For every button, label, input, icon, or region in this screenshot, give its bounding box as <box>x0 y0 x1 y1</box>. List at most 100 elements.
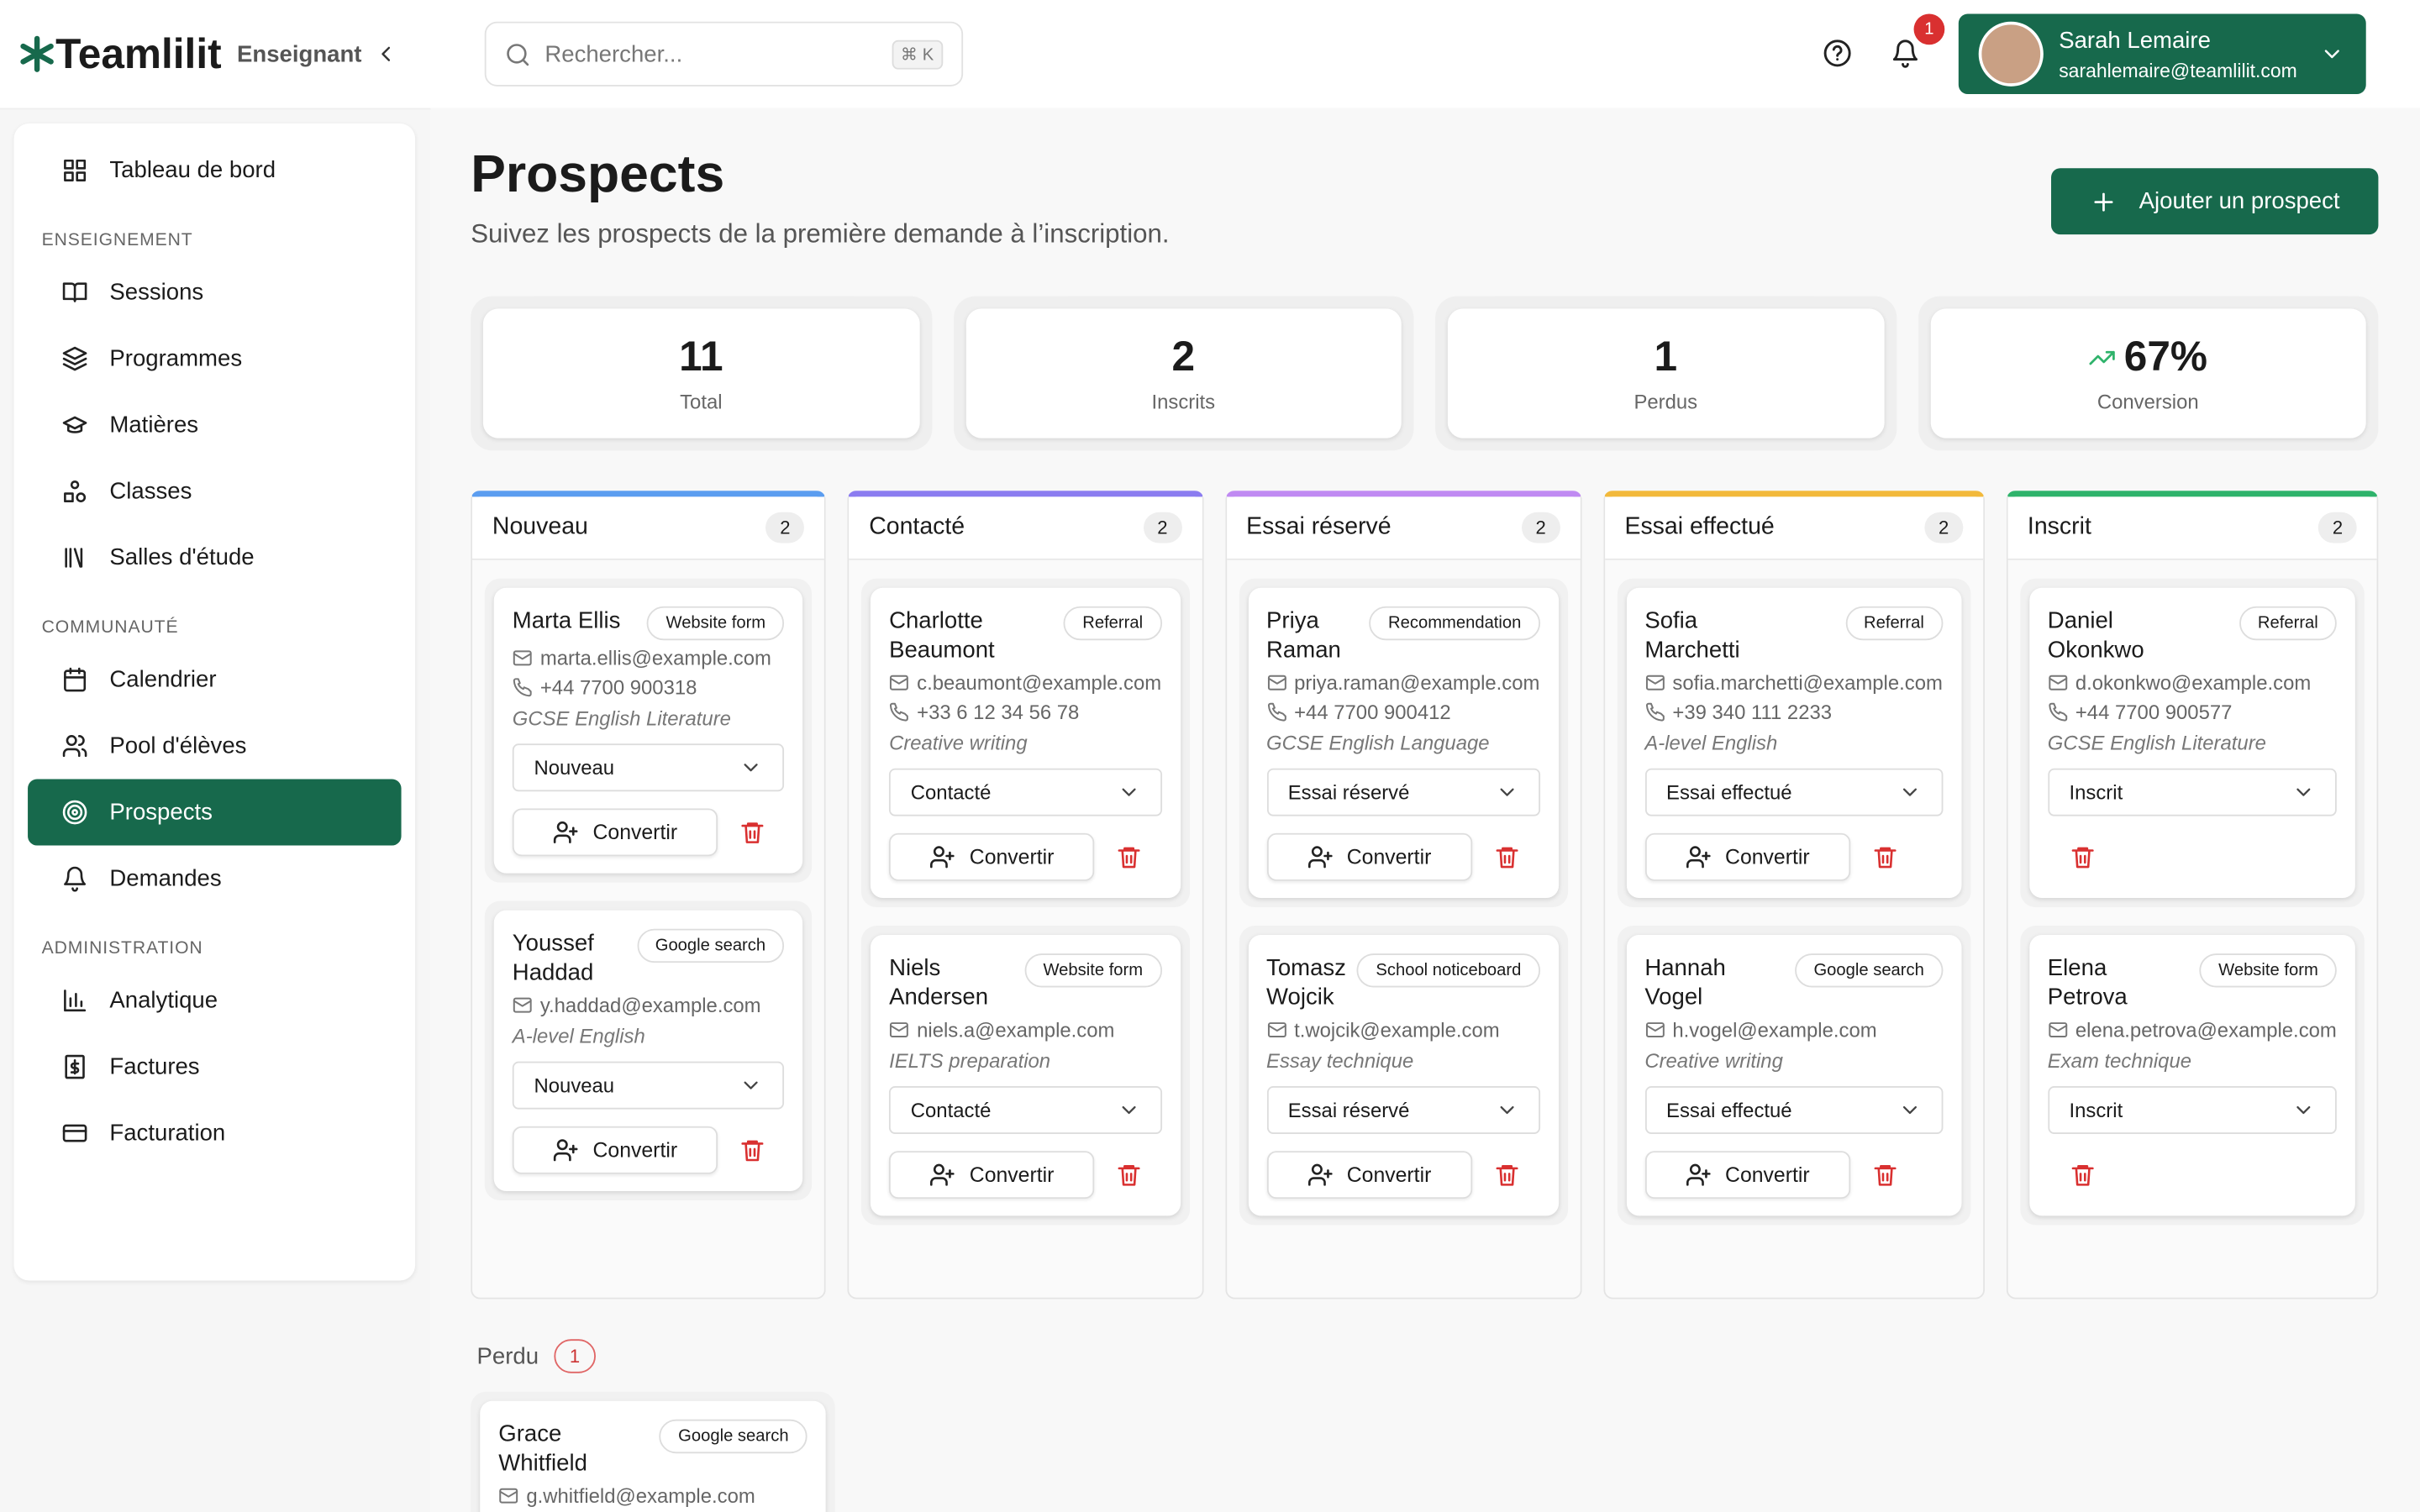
nav-item[interactable]: Demandes <box>28 846 401 912</box>
subject: IELTS preparation <box>889 1048 1051 1073</box>
convert-label: Convertir <box>592 1137 678 1162</box>
lead-card[interactable]: Charlotte Beaumont Referral c.beaumont@exa… <box>871 587 1181 898</box>
nav-item[interactable]: Prospects <box>28 779 402 846</box>
lead-card[interactable]: Youssef Haddad Google search y.haddad@exam… <box>493 910 803 1191</box>
icon[interactable] <box>2070 843 2096 869</box>
status-value: Contacté <box>910 1098 992 1122</box>
status-select[interactable]: Essai effectué <box>1644 768 1943 816</box>
convert-button[interactable]: Convertir <box>1644 1150 1850 1199</box>
status-select[interactable]: Nouveau <box>512 1061 785 1110</box>
email-text: elena.petrova@example.com <box>2075 1018 2337 1042</box>
icon[interactable] <box>1116 843 1142 869</box>
status-value: Essai réservé <box>1287 780 1410 804</box>
status-select[interactable]: Essai effectué <box>1644 1086 1943 1135</box>
stats: 11 Total 2 Inscrits 1 Perdus 67% Conversion <box>471 296 2379 451</box>
nav-item[interactable]: Factures <box>28 1034 401 1100</box>
icon <box>62 735 87 758</box>
icon <box>1823 39 1851 67</box>
status-value: Inscrit <box>2069 1098 2123 1122</box>
status-value: Nouveau <box>534 756 615 780</box>
card-wrapper: Hannah Vogel Google search h.vogel@example… <box>1617 926 1970 1226</box>
convert-button[interactable]: Convertir <box>1266 1150 1472 1199</box>
nav-item[interactable]: Facturation <box>28 1100 401 1167</box>
convert-button[interactable]: Convertir <box>1266 832 1472 880</box>
icon <box>2048 702 2067 722</box>
icon <box>890 702 908 722</box>
lead-card[interactable]: Daniel Okonkwo Referral d.okonkwo@example.… <box>2028 587 2355 898</box>
user-menu[interactable]: Sarah Lemaire sarahlemaire@teamlilit.com <box>1958 13 2366 95</box>
lead-card[interactable]: Hannah Vogel Google search h.vogel@example… <box>1626 935 1961 1216</box>
icon <box>890 1022 908 1037</box>
icon[interactable] <box>739 1137 765 1163</box>
icon <box>1902 1105 1917 1115</box>
lead-card[interactable]: Marta Ellis Website form marta.ellis@examp… <box>493 587 803 874</box>
icon[interactable] <box>1493 843 1519 869</box>
convert-button[interactable]: Convertir <box>1644 832 1850 880</box>
status-select[interactable]: Essai réservé <box>1266 1086 1540 1135</box>
column-header: Contacté 2 <box>849 496 1202 560</box>
subject: A-level English <box>512 1024 645 1048</box>
status-select[interactable]: Nouveau <box>512 743 785 792</box>
nav-section: ADMINISTRATION <box>41 939 203 958</box>
email: y.haddad@example.com <box>513 994 784 1016</box>
nav-item[interactable]: Classes <box>28 459 401 525</box>
status-select[interactable]: Inscrit <box>2047 1086 2337 1135</box>
icon <box>1121 788 1135 796</box>
nav-item[interactable]: Analytique <box>28 968 401 1034</box>
search[interactable]: Rechercher... ⌘ K <box>484 21 964 87</box>
icon <box>513 678 532 697</box>
notification-badge: 1 <box>1913 13 1945 45</box>
icon[interactable] <box>2070 1161 2096 1187</box>
icon[interactable] <box>1493 1161 1519 1187</box>
icon <box>1307 845 1332 868</box>
nav-item[interactable]: Programmes <box>28 326 401 392</box>
lead-card[interactable]: Elena Petrova Website form elena.petrova@e… <box>2028 935 2355 1216</box>
stat-label: Total <box>680 390 723 414</box>
email-text: g.whitfield@example.com <box>526 1483 755 1508</box>
avatar <box>1978 21 2044 87</box>
status-select[interactable]: Essai réservé <box>1266 768 1540 816</box>
column-header: Essai effectué 2 <box>1604 496 1983 560</box>
nav-item[interactable]: Salles d'étude <box>28 524 401 591</box>
status-select[interactable]: Inscrit <box>2047 768 2337 816</box>
nav-item[interactable]: Matières <box>28 392 401 459</box>
status-select[interactable]: Contacté <box>889 768 1162 816</box>
card-wrapper: Sofia Marchetti Referral sofia.marchetti@e… <box>1617 578 1970 908</box>
card-top: Tomasz Wojcik School noticeboard <box>1266 953 1540 1012</box>
column-name: Contacté <box>869 513 965 540</box>
status-select[interactable]: Contacté <box>889 1086 1162 1135</box>
icon[interactable] <box>1871 1161 1897 1187</box>
icon <box>513 997 532 1013</box>
icon <box>1902 788 1917 796</box>
status-value: Inscrit <box>2069 780 2123 804</box>
convert-button[interactable]: Convertir <box>512 807 718 856</box>
nav-item[interactable]: Pool d'élèves <box>28 713 401 780</box>
card-actions: Convertir <box>1266 1150 1539 1199</box>
user-info: Sarah Lemaire sarahlemaire@teamlilit.com <box>2059 27 2297 81</box>
icon <box>2296 1105 2311 1115</box>
add-button[interactable]: Ajouter un prospect <box>2051 168 2379 235</box>
column-header: Inscrit 2 <box>2007 496 2377 560</box>
lead-card[interactable]: Tomasz Wojcik School noticeboard t.wojcik@… <box>1248 935 1559 1216</box>
card-top: Elena Petrova Website form <box>2048 953 2337 1012</box>
status-value: Essai réservé <box>1287 1098 1410 1122</box>
icon[interactable] <box>1116 1161 1142 1187</box>
lead-card[interactable]: Niels Andersen Website form niels.a@exampl… <box>871 935 1181 1216</box>
column-count: 2 <box>1143 512 1182 543</box>
convert-label: Convertir <box>592 820 678 843</box>
icon[interactable] <box>1871 843 1897 869</box>
convert-button[interactable]: Convertir <box>512 1125 718 1173</box>
convert-button[interactable]: Convertir <box>889 1150 1095 1199</box>
source-pill: Referral <box>1064 606 1162 641</box>
icon <box>20 35 54 72</box>
lead-card[interactable]: Priya Raman Recommendation priya.raman@exa… <box>1248 587 1559 898</box>
nav-item[interactable]: Tableau de bord <box>28 137 401 203</box>
convert-button[interactable]: Convertir <box>889 832 1095 880</box>
icon[interactable] <box>739 818 765 844</box>
nav-item[interactable]: Sessions <box>28 260 401 326</box>
lead-card[interactable]: Grace Whitfield Google search g.whitfield@… <box>480 1400 826 1512</box>
lead-name: Hannah Vogel <box>1644 954 1726 1011</box>
nav-item[interactable]: Calendrier <box>28 647 401 713</box>
lead-card[interactable]: Sofia Marchetti Referral sofia.marchetti@e… <box>1626 587 1961 898</box>
